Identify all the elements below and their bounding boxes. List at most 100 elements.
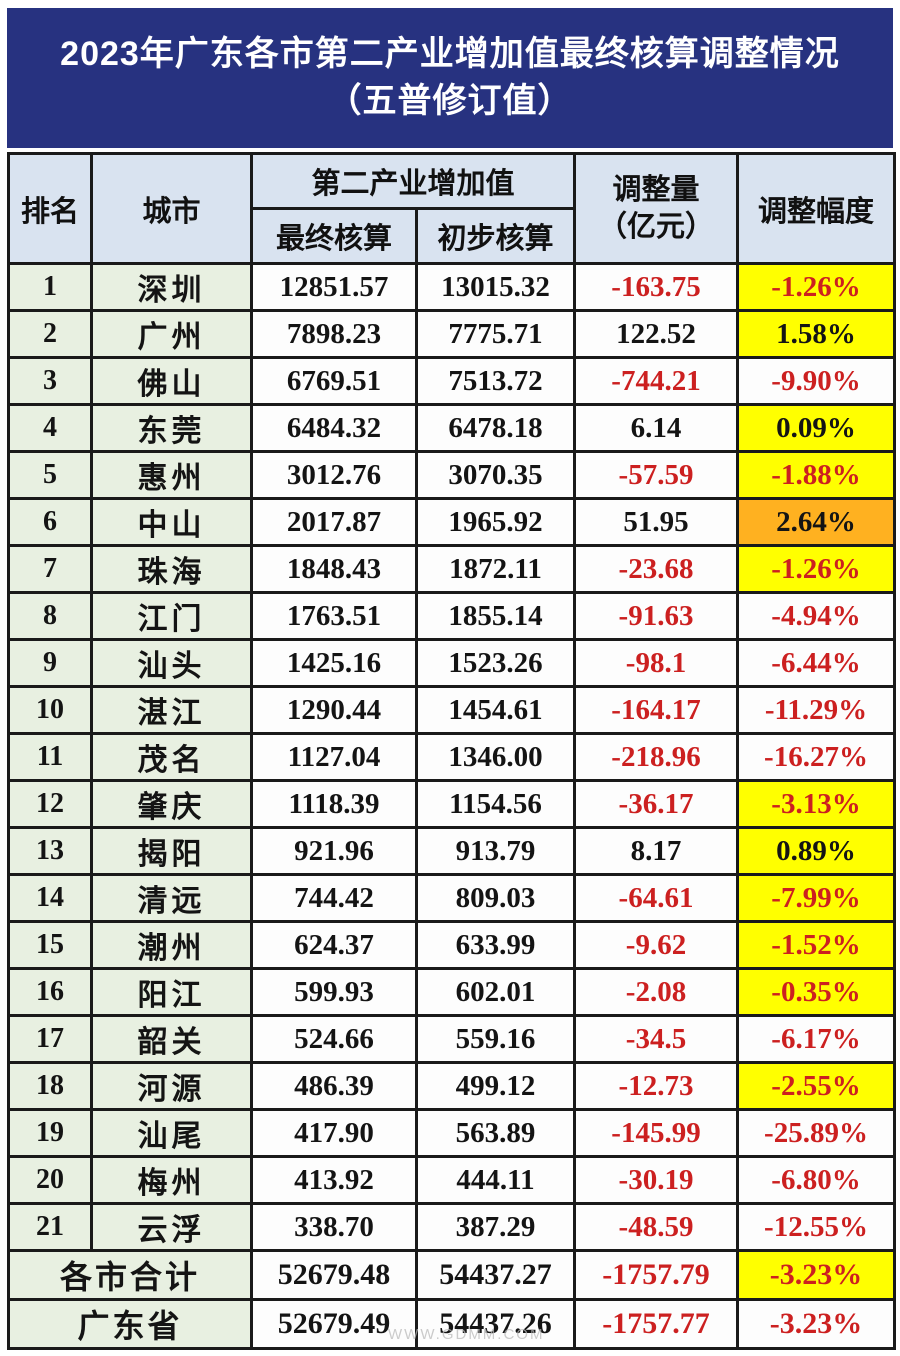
adjustment-cell: 8.17 (573, 826, 740, 876)
adjustment-cell: -64.61 (573, 873, 740, 923)
final-value-cell: 624.37 (250, 920, 418, 970)
table-row: 20 梅州 413.92 444.11 -30.19 -6.80% (7, 1155, 897, 1205)
rate-cell: -0.35% (736, 967, 897, 1017)
preliminary-value-cell: 7775.71 (414, 309, 577, 359)
table-row: 17 韶关 524.66 559.16 -34.5 -6.17% (7, 1014, 897, 1064)
rank-cell: 21 (7, 1202, 93, 1252)
final-value-cell: 52679.49 (250, 1298, 418, 1350)
rate-cell: -11.29% (736, 685, 897, 735)
total-row: 广东省 52679.49 54437.26 -1757.77 -3.23% (7, 1298, 897, 1350)
title-block: 2023年广东各市第二产业增加值最终核算调整情况 （五普修订值） (7, 8, 893, 148)
final-value-cell: 417.90 (250, 1108, 418, 1158)
city-cell: 广州 (90, 309, 253, 359)
rate-cell: -12.55% (736, 1202, 897, 1252)
city-cell: 潮州 (90, 920, 253, 970)
preliminary-value-cell: 1346.00 (414, 732, 577, 782)
rate-cell: -3.23% (736, 1249, 897, 1301)
rate-cell: -3.13% (736, 779, 897, 829)
city-cell: 肇庆 (90, 779, 253, 829)
final-value-cell: 1425.16 (250, 638, 418, 688)
adjustment-cell: -218.96 (573, 732, 740, 782)
table-row: 14 清远 744.42 809.03 -64.61 -7.99% (7, 873, 897, 923)
rank-cell: 1 (7, 262, 93, 312)
preliminary-value-cell: 1523.26 (414, 638, 577, 688)
final-value-cell: 1118.39 (250, 779, 418, 829)
table-row: 9 汕头 1425.16 1523.26 -98.1 -6.44% (7, 638, 897, 688)
rank-cell: 12 (7, 779, 93, 829)
header-row-2: 最终核算 初步核算 (9, 207, 895, 265)
adjustment-cell: 122.52 (573, 309, 740, 359)
final-value-cell: 1763.51 (250, 591, 418, 641)
adjustment-cell: -9.62 (573, 920, 740, 970)
header-adjustment-amount-line2: （亿元） (598, 210, 715, 243)
table-row: 8 江门 1763.51 1855.14 -91.63 -4.94% (7, 591, 897, 641)
total-label-cell: 各市合计 (7, 1249, 253, 1301)
preliminary-value-cell: 633.99 (414, 920, 577, 970)
adjustment-cell: -164.17 (573, 685, 740, 735)
table-header: 排名 城市 第二产业增加值 调整量 （亿元） 调整幅度 最终核算 初步核算 (7, 152, 897, 265)
adjustment-cell: -163.75 (573, 262, 740, 312)
preliminary-value-cell: 913.79 (414, 826, 577, 876)
header-preliminary-accounting: 初步核算 (414, 207, 577, 265)
preliminary-value-cell: 809.03 (414, 873, 577, 923)
rate-cell: -7.99% (736, 873, 897, 923)
final-value-cell: 1290.44 (250, 685, 418, 735)
adjustment-cell: -12.73 (573, 1061, 740, 1111)
rank-cell: 7 (7, 544, 93, 594)
adjustment-cell: -36.17 (573, 779, 740, 829)
city-cell: 珠海 (90, 544, 253, 594)
city-cell: 中山 (90, 497, 253, 547)
table-row: 4 东莞 6484.32 6478.18 6.14 0.09% (7, 403, 897, 453)
adjustment-cell: -1757.77 (573, 1298, 740, 1350)
final-value-cell: 2017.87 (250, 497, 418, 547)
preliminary-value-cell: 3070.35 (414, 450, 577, 500)
header-adjustment-amount-line1: 调整量 (612, 174, 700, 207)
rank-cell: 18 (7, 1061, 93, 1111)
header-rank: 排名 (7, 152, 93, 265)
rank-cell: 6 (7, 497, 93, 547)
adjustment-cell: -744.21 (573, 356, 740, 406)
adjustment-cell: -98.1 (573, 638, 740, 688)
final-value-cell: 1848.43 (250, 544, 418, 594)
adjustment-cell: -57.59 (573, 450, 740, 500)
rank-cell: 19 (7, 1108, 93, 1158)
adjustment-cell: -48.59 (573, 1202, 740, 1252)
rank-cell: 2 (7, 309, 93, 359)
rank-cell: 15 (7, 920, 93, 970)
city-cell: 茂名 (90, 732, 253, 782)
rate-cell: 0.09% (736, 403, 897, 453)
rate-cell: -9.90% (736, 356, 897, 406)
city-cell: 惠州 (90, 450, 253, 500)
preliminary-value-cell: 7513.72 (414, 356, 577, 406)
rate-cell: -2.55% (736, 1061, 897, 1111)
table-row: 2 广州 7898.23 7775.71 122.52 1.58% (7, 309, 897, 359)
preliminary-value-cell: 602.01 (414, 967, 577, 1017)
total-row: 各市合计 52679.48 54437.27 -1757.79 -3.23% (7, 1249, 897, 1301)
rate-cell: -6.44% (736, 638, 897, 688)
rank-cell: 20 (7, 1155, 93, 1205)
final-value-cell: 744.42 (250, 873, 418, 923)
preliminary-value-cell: 1454.61 (414, 685, 577, 735)
preliminary-value-cell: 54437.27 (414, 1249, 577, 1301)
table-row: 15 潮州 624.37 633.99 -9.62 -1.52% (7, 920, 897, 970)
city-cell: 深圳 (90, 262, 253, 312)
page-title-line1: 2023年广东各市第二产业增加值最终核算调整情况 (60, 34, 840, 73)
adjustment-cell: -2.08 (573, 967, 740, 1017)
final-value-cell: 1127.04 (250, 732, 418, 782)
city-cell: 阳江 (90, 967, 253, 1017)
city-cell: 韶关 (90, 1014, 253, 1064)
rate-cell: -1.88% (736, 450, 897, 500)
header-adjustment-amount: 调整量 （亿元） (573, 152, 740, 265)
page-title-line2: （五普修订值） (327, 82, 573, 120)
adjustment-cell: -1757.79 (573, 1249, 740, 1301)
table-row: 5 惠州 3012.76 3070.35 -57.59 -1.88% (7, 450, 897, 500)
table-row: 21 云浮 338.70 387.29 -48.59 -12.55% (7, 1202, 897, 1252)
header-secondary-industry-group: 第二产业增加值 (249, 152, 577, 210)
rank-cell: 17 (7, 1014, 93, 1064)
header-adjustment-rate: 调整幅度 (736, 152, 897, 265)
rank-cell: 5 (7, 450, 93, 500)
city-cell: 汕头 (90, 638, 253, 688)
preliminary-value-cell: 559.16 (414, 1014, 577, 1064)
